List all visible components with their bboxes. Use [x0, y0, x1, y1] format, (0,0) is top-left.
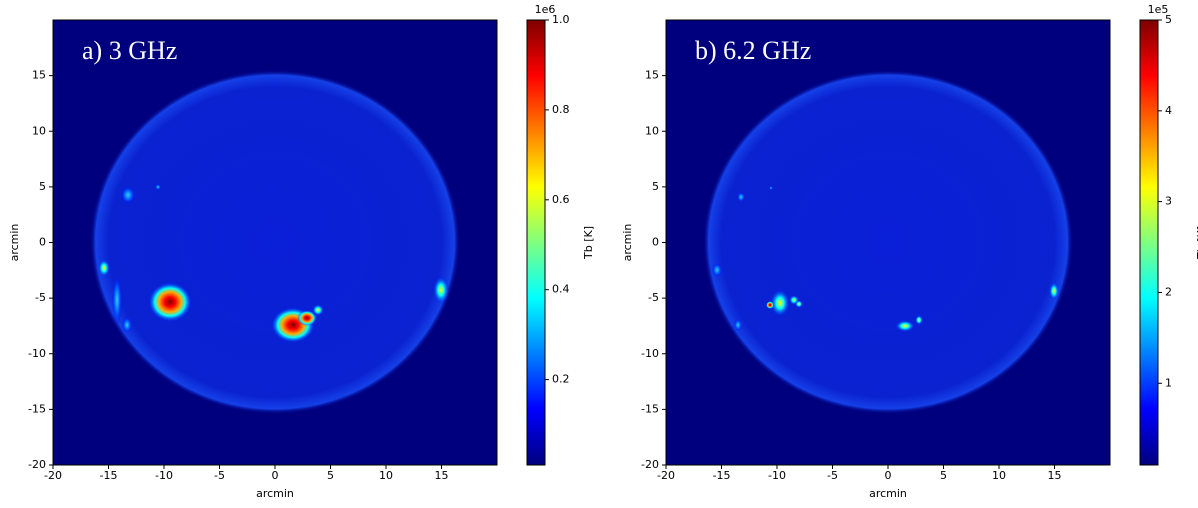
y-tick-label: 0: [39, 236, 46, 249]
emission-source: [737, 192, 745, 202]
colorbar-offset: 1e6: [535, 3, 556, 16]
x-tick-label: -5: [827, 469, 838, 482]
x-tick-label: -20: [657, 469, 675, 482]
y-tick-label: 0: [652, 236, 659, 249]
x-tick-label: -10: [155, 469, 173, 482]
emission-source: [734, 319, 742, 331]
colorbar-label: Tb [K]: [1195, 226, 1198, 260]
x-tick-label: 0: [885, 469, 892, 482]
y-tick-label: 5: [39, 180, 46, 193]
emission-source: [766, 301, 774, 309]
emission-source: [297, 310, 317, 326]
emission-source: [770, 289, 790, 317]
emission-source: [122, 317, 132, 333]
y-tick-label: -20: [641, 458, 659, 471]
x-tick-label: -15: [713, 469, 731, 482]
x-tick-label: 0: [272, 469, 279, 482]
y-tick-label: -10: [28, 347, 46, 360]
emission-source: [312, 304, 324, 316]
y-tick-label: -15: [641, 402, 659, 415]
x-tick-label: 15: [1048, 469, 1062, 482]
x-tick-label: -5: [214, 469, 225, 482]
colorbar-tick-label: 3: [1165, 195, 1172, 208]
y-tick-label: -5: [35, 291, 46, 304]
emission-source: [433, 276, 449, 304]
x-tick-label: 5: [327, 469, 334, 482]
y-tick-label: 10: [32, 124, 46, 137]
y-tick-label: 15: [645, 69, 659, 82]
image-panel: [665, 19, 1111, 466]
colorbar-tick-label: 0.8: [552, 103, 570, 116]
colorbar-tick-label: 0.2: [552, 373, 570, 386]
colorbar-tick-label: 5: [1165, 13, 1172, 26]
y-tick-label: 5: [652, 180, 659, 193]
panel-title: a) 3 GHz: [82, 36, 177, 65]
emission-source: [121, 186, 135, 204]
emission-source: [112, 275, 122, 325]
y-axis-label: arcmin: [621, 224, 634, 262]
x-tick-label: -10: [768, 469, 786, 482]
colorbar-tick-label: 0.4: [552, 283, 570, 296]
x-tick-label: 10: [379, 469, 393, 482]
emission-source: [148, 282, 192, 322]
solar-disk: [90, 70, 460, 414]
y-tick-label: 10: [645, 124, 659, 137]
y-tick-label: 15: [32, 69, 46, 82]
image-panel: [52, 19, 498, 466]
y-tick-label: -20: [28, 458, 46, 471]
colorbar-tick-label: 2: [1165, 285, 1172, 298]
x-tick-label: -15: [100, 469, 118, 482]
emission-source: [712, 263, 722, 277]
emission-source: [155, 184, 161, 190]
y-tick-label: -10: [641, 347, 659, 360]
x-tick-label: 15: [435, 469, 449, 482]
colorbar-tick-label: 0.6: [552, 193, 570, 206]
panel-title: b) 6.2 GHz: [695, 36, 811, 65]
x-tick-label: -20: [44, 469, 62, 482]
emission-source: [1049, 282, 1059, 300]
y-tick-label: -5: [648, 291, 659, 304]
colorbar-tick-label: 1.0: [552, 13, 570, 26]
x-tick-label: 5: [940, 469, 947, 482]
colorbar: [526, 19, 546, 466]
y-tick-label: -15: [28, 402, 46, 415]
colorbar-label: Tb [K]: [582, 226, 595, 260]
colorbar-tick-label: 4: [1165, 104, 1172, 117]
x-axis-label: arcmin: [869, 487, 907, 500]
emission-source: [795, 300, 803, 308]
emission-source: [98, 259, 110, 277]
x-axis-label: arcmin: [256, 487, 294, 500]
colorbar-tick-label: 1: [1165, 376, 1172, 389]
emission-source: [895, 320, 915, 332]
emission-source: [915, 315, 923, 325]
solar-disk: [703, 70, 1073, 414]
colorbar: [1139, 19, 1159, 466]
x-tick-label: 10: [992, 469, 1006, 482]
emission-source: [769, 186, 773, 190]
y-axis-label: arcmin: [8, 224, 21, 262]
colorbar-offset: 1e5: [1148, 3, 1169, 16]
